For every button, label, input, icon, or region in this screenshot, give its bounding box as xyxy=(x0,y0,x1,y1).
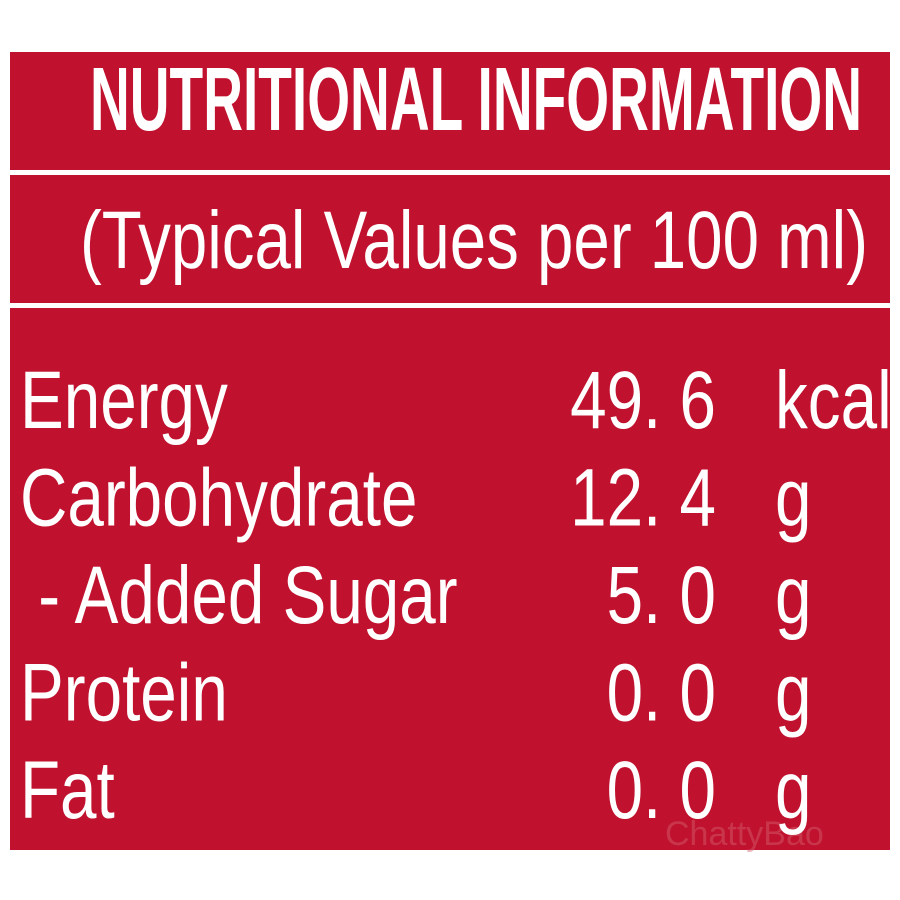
divider xyxy=(10,170,890,175)
nutrient-unit: g xyxy=(775,744,811,836)
nutrient-table: Energy 49. 6 kcal Carbohydrate 12. 4 g - Adde… xyxy=(20,354,892,836)
nutrient-value: 0. 0 xyxy=(607,744,716,836)
nutrient-value: 5. 0 xyxy=(607,549,716,641)
nutrient-unit: g xyxy=(775,452,811,544)
nutrient-name: Energy xyxy=(20,354,228,446)
nutrient-name: - Added Sugar xyxy=(20,549,458,641)
nutrient-unit: g xyxy=(775,549,811,641)
nutrient-unit: g xyxy=(775,647,811,739)
nutrient-value: 49. 6 xyxy=(570,354,716,446)
watermark: ChattyBao xyxy=(665,815,824,853)
subtitle: (Typical Values per 100 ml) xyxy=(80,195,868,286)
divider xyxy=(10,303,890,308)
nutrient-name: Fat xyxy=(20,744,115,836)
title: NUTRITIONAL INFORMATION xyxy=(90,50,862,150)
nutrient-value: 12. 4 xyxy=(570,452,716,544)
nutrient-unit: kcal xyxy=(775,354,892,446)
nutrient-value: 0. 0 xyxy=(607,647,716,739)
label-panel xyxy=(10,52,890,850)
nutrient-name: Protein xyxy=(20,647,228,739)
nutrient-name: Carbohydrate xyxy=(20,452,417,544)
